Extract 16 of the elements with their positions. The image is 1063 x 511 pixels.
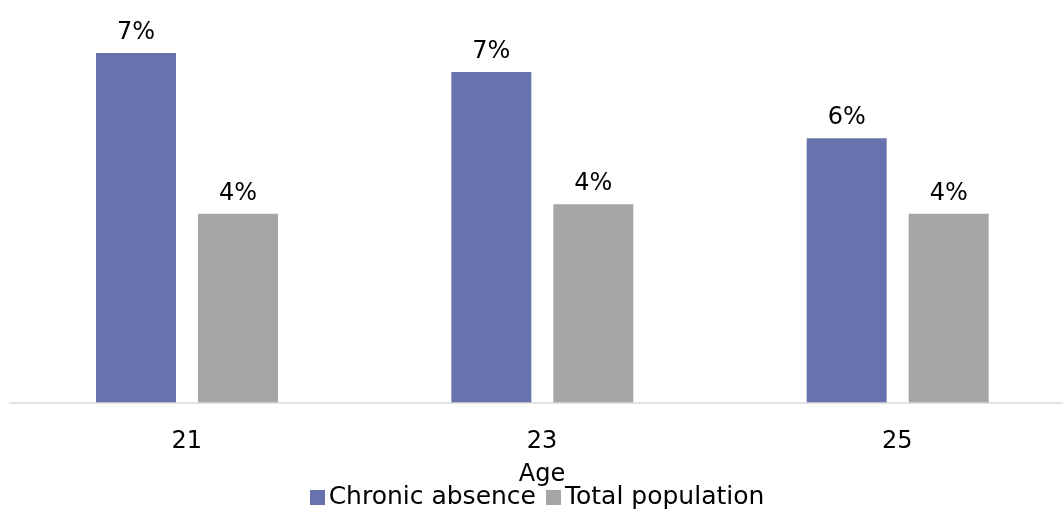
- bar: [451, 71, 532, 403]
- bar: [553, 204, 634, 403]
- bar: [198, 213, 278, 403]
- data-label: 7%: [472, 35, 511, 64]
- data-label: 7%: [116, 17, 156, 45]
- data-label: 4%: [218, 177, 258, 206]
- x-tick-label: 25: [882, 426, 913, 455]
- x-tick-label: 23: [526, 426, 558, 455]
- x-tick-label: 21: [171, 426, 202, 455]
- data-label: 4%: [574, 168, 613, 197]
- bar: [908, 213, 989, 403]
- legend-label: Total population: [565, 481, 765, 510]
- bar: [806, 138, 887, 403]
- bar: [96, 53, 176, 403]
- data-label: 6%: [827, 102, 866, 131]
- data-label: 4%: [929, 177, 968, 206]
